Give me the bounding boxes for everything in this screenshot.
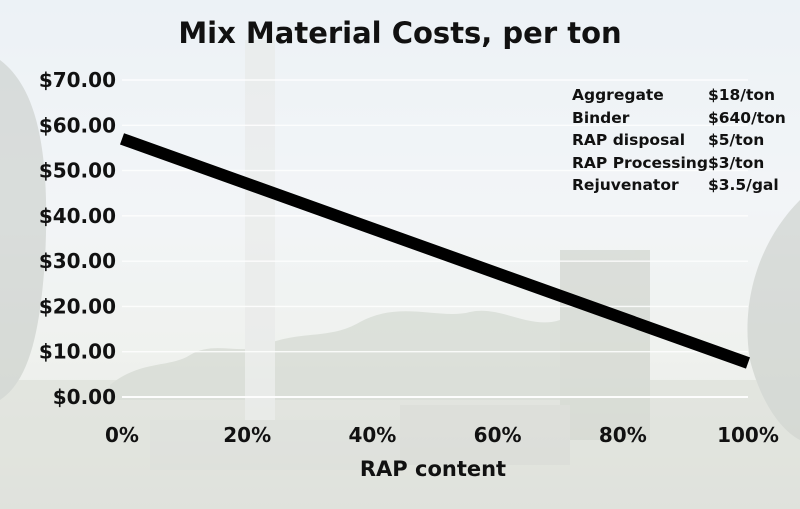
treeline-shape bbox=[110, 310, 560, 400]
x-tick-label: 80% bbox=[599, 423, 647, 447]
cost-item-name: Binder bbox=[572, 108, 630, 127]
cost-row: Aggregate $18/ton bbox=[572, 84, 786, 107]
right-tree-shape bbox=[747, 200, 800, 440]
y-tick-label: $30.00 bbox=[39, 249, 116, 273]
x-axis-ticks: 0% 20% 40% 60% 80% 100% bbox=[105, 423, 779, 447]
conveyor-shape bbox=[150, 420, 400, 470]
series-line bbox=[119, 133, 751, 369]
series bbox=[119, 133, 751, 369]
cost-item-name: Rejuvenator bbox=[572, 176, 679, 195]
cost-item-name: RAP Processing bbox=[572, 153, 708, 172]
x-axis-label: RAP content bbox=[360, 457, 506, 481]
cost-item-value: $3/ton bbox=[707, 153, 765, 172]
x-tick-label: 60% bbox=[474, 423, 522, 447]
x-tick-label: 0% bbox=[105, 423, 139, 447]
material-cost-table: Aggregate $18/ton Binder $640/ton RAP dispos… bbox=[572, 84, 786, 197]
cost-row: RAP Processing $3/ton bbox=[572, 152, 786, 175]
y-tick-label: $70.00 bbox=[39, 68, 116, 92]
cost-row: Binder $640/ton bbox=[572, 107, 786, 130]
smokestack-shape bbox=[245, 40, 275, 420]
left-tree-shape bbox=[0, 60, 47, 400]
x-tick-label: 20% bbox=[223, 423, 271, 447]
y-tick-label: $20.00 bbox=[39, 294, 116, 318]
cost-item-value: $640/ton bbox=[707, 108, 786, 127]
cost-item-name: Aggregate bbox=[572, 86, 664, 105]
y-axis-ticks: $0.00 $10.00 $20.00 $30.00 $40.00 $50.00 $60.0… bbox=[39, 68, 116, 409]
y-tick-label: $50.00 bbox=[39, 159, 116, 183]
y-tick-label: $40.00 bbox=[39, 204, 116, 228]
cost-item-value: $5/ton bbox=[707, 131, 765, 150]
chart-title: Mix Material Costs, per ton bbox=[178, 16, 622, 50]
x-tick-label: 40% bbox=[348, 423, 396, 447]
grid bbox=[122, 79, 748, 398]
plant-tower-shape bbox=[560, 250, 650, 440]
cost-row: Rejuvenator $3.5/gal bbox=[572, 174, 786, 197]
cost-item-value: $3.5/gal bbox=[707, 176, 779, 195]
cost-item-name: RAP disposal bbox=[572, 131, 686, 150]
x-tick-label: 100% bbox=[717, 423, 779, 447]
cost-item-value: $18/ton bbox=[707, 86, 776, 105]
plant-machinery-shape bbox=[400, 405, 570, 465]
y-tick-label: $10.00 bbox=[39, 340, 116, 364]
y-tick-label: $0.00 bbox=[53, 385, 116, 409]
cost-row: RAP disposal $5/ton bbox=[572, 129, 786, 152]
y-tick-label: $60.00 bbox=[39, 113, 116, 137]
